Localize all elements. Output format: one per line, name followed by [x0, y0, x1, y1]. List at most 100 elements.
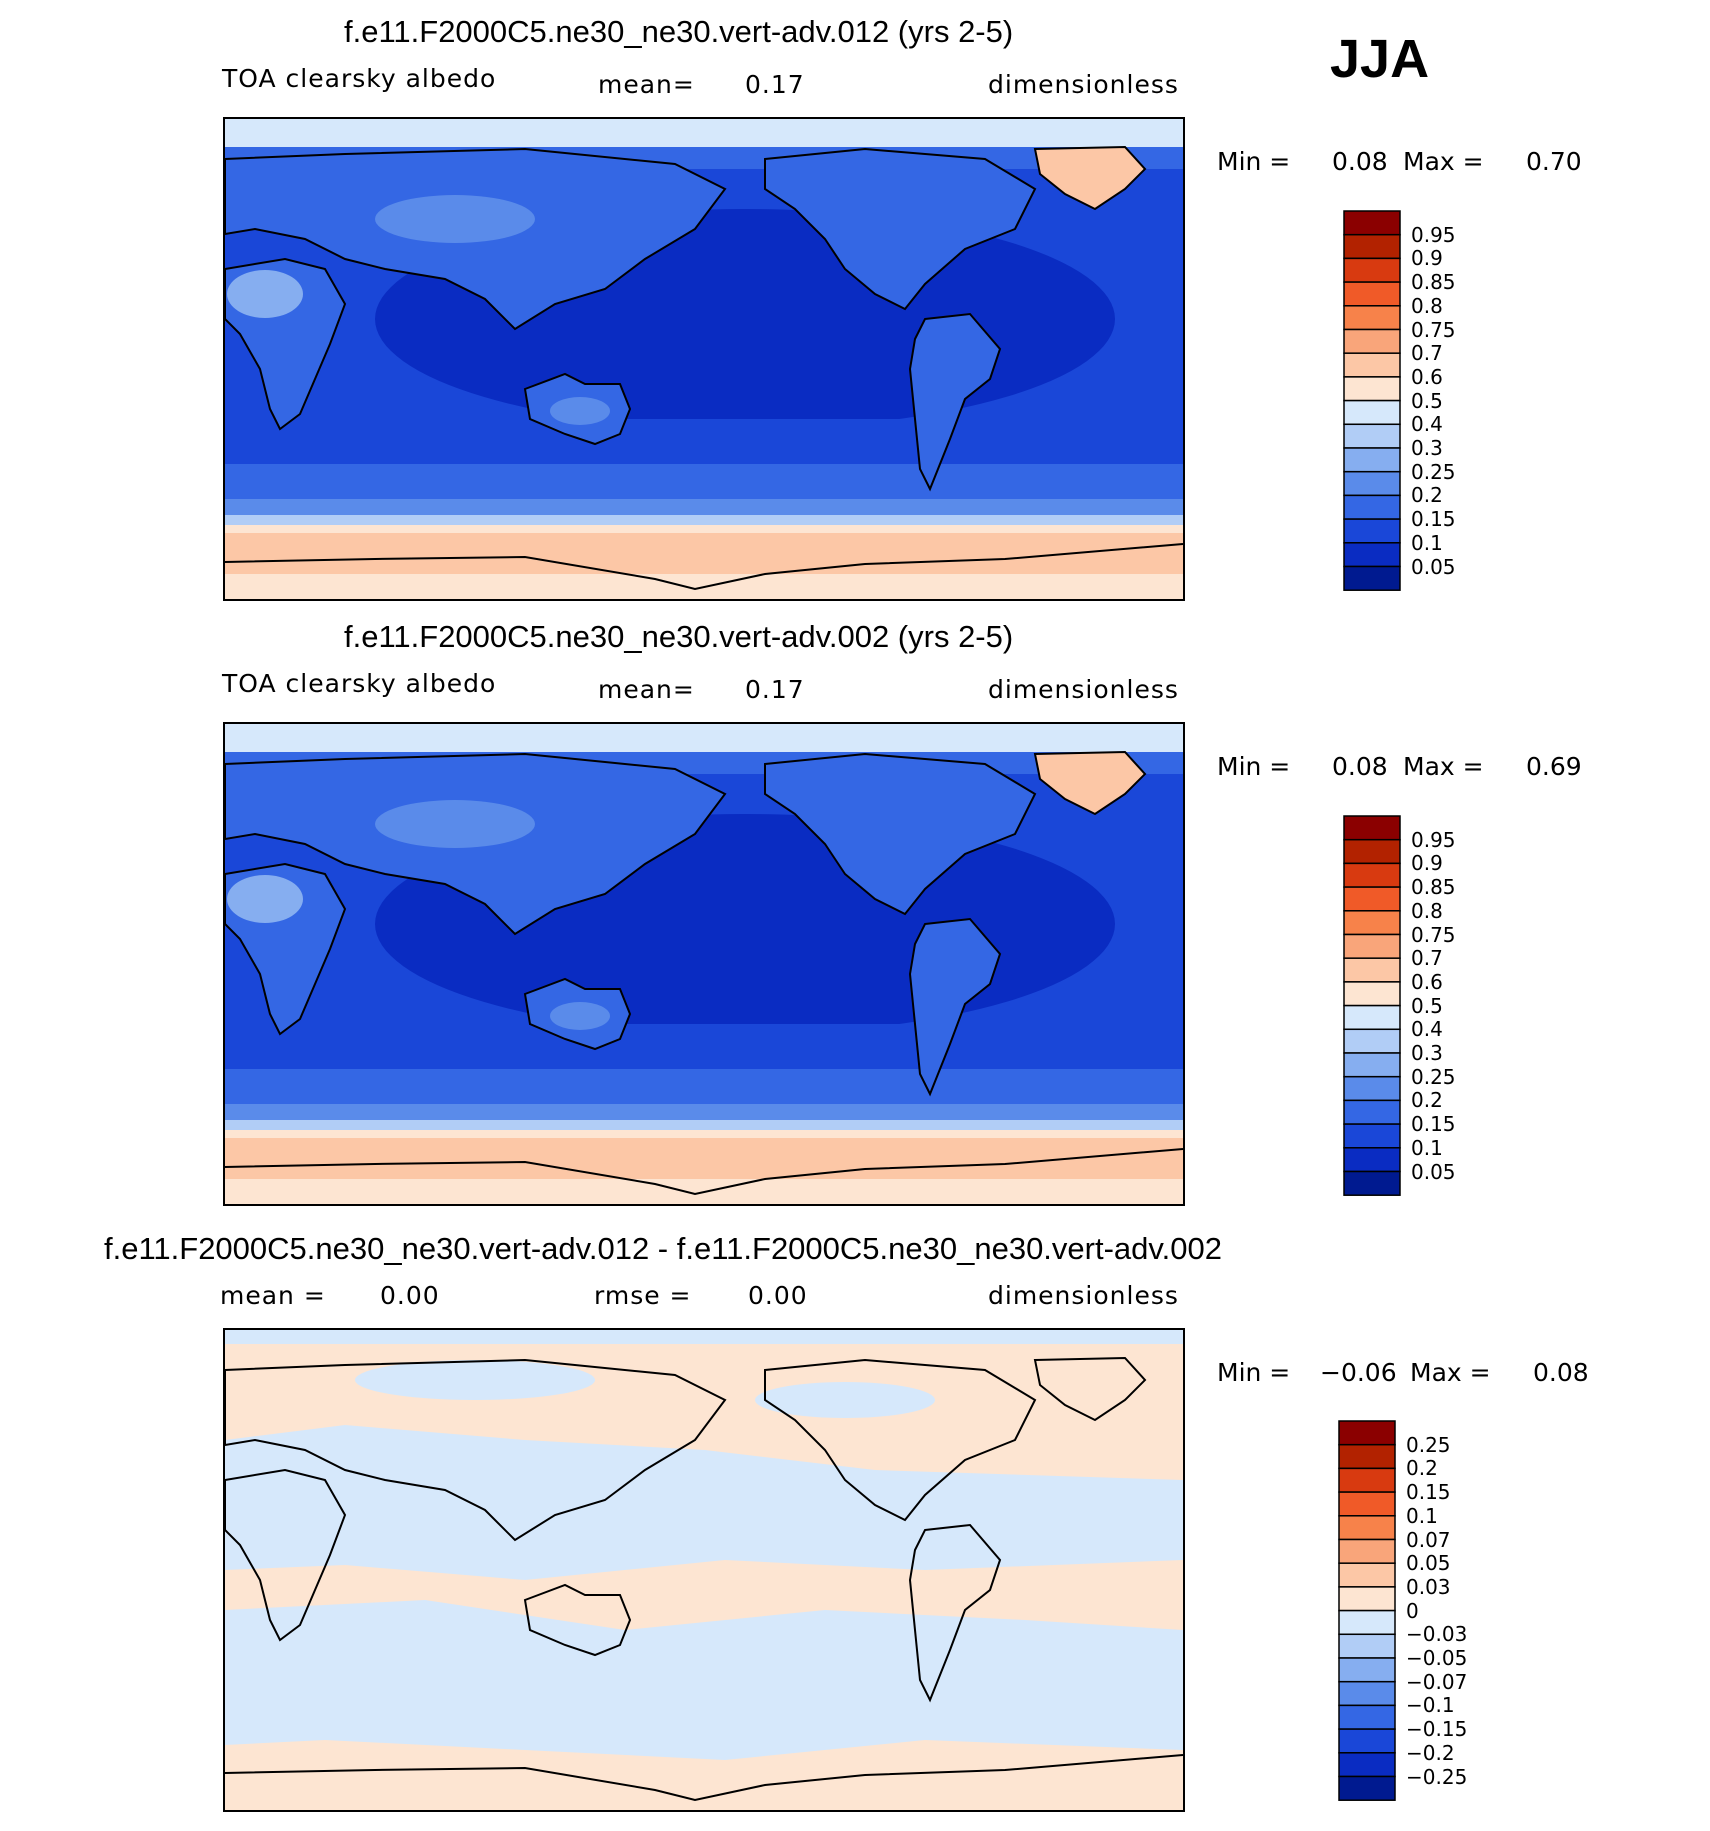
sea-ice-edge	[225, 1120, 1183, 1130]
panel-1-min-value: 0.08	[1332, 147, 1388, 176]
panel-2-map	[223, 722, 1185, 1206]
panel-3-rmse-value: 0.00	[748, 1281, 808, 1310]
colorbar-swatch	[1338, 1775, 1396, 1801]
colorbar-tick-label: 0.03	[1406, 1574, 1451, 1599]
colorbar-swatch	[1343, 470, 1401, 497]
subtropic-band-s	[225, 1024, 1183, 1069]
season-label: JJA	[1330, 29, 1430, 89]
colorbar-tick-label: 0.3	[1411, 1041, 1443, 1065]
panel-3-mean-label: mean =	[220, 1281, 326, 1310]
panel-2-title: f.e11.F2000C5.ne30_ne30.vert-adv.002 (yr…	[344, 619, 1014, 654]
panel-1-max-label: Max =	[1403, 147, 1484, 176]
colorbar-tick-label: 0.6	[1411, 364, 1443, 389]
colorbar-swatch	[1338, 1420, 1396, 1446]
antarctic-coastline	[225, 543, 1183, 591]
panel-2-mean-label: mean=	[598, 675, 695, 704]
south-america	[908, 312, 1002, 492]
colorbar-swatch	[1343, 233, 1401, 260]
colorbar-swatch	[1343, 494, 1401, 520]
colorbar-swatch	[1343, 210, 1401, 236]
greenland	[1033, 1356, 1147, 1422]
north-america	[764, 752, 1037, 916]
colorbar-tick-label: 0.1	[1406, 1503, 1438, 1528]
colorbar-swatch	[1343, 862, 1401, 888]
panel-2-units: dimensionless	[988, 675, 1179, 704]
colorbar-swatch	[1343, 352, 1401, 378]
colorbar-swatch	[1343, 957, 1401, 983]
colorbar-tick-label: −0.25	[1406, 1764, 1468, 1789]
sea-ice-edge	[225, 515, 1183, 525]
colorbar-swatch	[1343, 886, 1401, 912]
colorbar-swatch	[1343, 1028, 1401, 1054]
colorbar-swatch	[1343, 815, 1401, 841]
africa	[225, 1468, 347, 1642]
colorbar-swatch	[1338, 1491, 1396, 1517]
greenland	[1033, 145, 1147, 211]
colorbar-swatch	[1338, 1633, 1396, 1659]
colorbar-tick-label: 0.25	[1411, 1064, 1456, 1089]
colorbar-tick-label: 0.07	[1406, 1527, 1451, 1552]
colorbar-tick-label: −0.03	[1406, 1622, 1468, 1647]
colorbar-swatch	[1338, 1728, 1396, 1754]
colorbar-tick-label: 0.1	[1411, 530, 1443, 555]
panel-3-mean-value: 0.00	[380, 1281, 440, 1310]
colorbar-svg	[1338, 1420, 1396, 1801]
colorbar-tick-label: 0.05	[1411, 1159, 1456, 1184]
colorbar-swatch	[1343, 1170, 1401, 1196]
colorbar-tick-label: 0.25	[1406, 1432, 1451, 1457]
panel-1-mean-value: 0.17	[745, 70, 805, 99]
colorbar-tick-label: 0.85	[1411, 875, 1456, 900]
southern-ocean-band	[225, 464, 1183, 499]
panel-3-rmse-label: rmse =	[594, 1281, 692, 1310]
colorbar-tick-label: 0.75	[1411, 922, 1456, 947]
colorbar-tick-label: 0.7	[1411, 946, 1443, 971]
colorbar-swatch	[1343, 1075, 1401, 1102]
north-america	[764, 1358, 1037, 1522]
panel-2-map-svg	[225, 724, 1183, 1204]
colorbar-swatch	[1338, 1586, 1396, 1612]
diff-neg-patch-2	[755, 1382, 935, 1418]
colorbar-tick-label: 0.05	[1406, 1551, 1451, 1576]
colorbar-swatch	[1343, 933, 1401, 959]
colorbar-swatch	[1343, 518, 1401, 544]
colorbar-swatch	[1343, 1052, 1401, 1078]
eurasia	[225, 1358, 727, 1542]
panel-2-max-value: 0.69	[1526, 752, 1582, 781]
antarctic-coastline	[225, 1754, 1183, 1802]
colorbar-swatch	[1343, 565, 1401, 591]
colorbar-tick-label: 0.15	[1411, 1112, 1456, 1137]
australia-bright	[550, 397, 610, 425]
diff-negative-band-s	[225, 1600, 1183, 1760]
sea-ice-band	[225, 1130, 1183, 1138]
north-america	[764, 147, 1037, 311]
colorbar-swatch	[1338, 1752, 1396, 1778]
panel-3-title: f.e11.F2000C5.ne30_ne30.vert-adv.012 - f…	[104, 1231, 1222, 1266]
colorbar-swatch	[1343, 328, 1401, 354]
colorbar-tick-label: −0.2	[1406, 1740, 1455, 1765]
sahara-bright	[227, 875, 303, 923]
sea-ice-band	[225, 525, 1183, 533]
asia-bright	[375, 195, 535, 243]
colorbar-swatch	[1343, 423, 1401, 449]
colorbar-tick-label: 0.95	[1411, 222, 1456, 247]
colorbar-tick-label: 0.7	[1411, 341, 1443, 366]
colorbar-tick-label: 0.8	[1411, 898, 1443, 923]
colorbar-tick-label: −0.07	[1406, 1669, 1468, 1694]
colorbar-svg	[1343, 815, 1401, 1196]
colorbar-swatch	[1343, 376, 1401, 402]
australia-bright	[550, 1002, 610, 1030]
colorbar-tick-label: 0.4	[1411, 1017, 1443, 1042]
colorbar-tick-label: −0.05	[1406, 1646, 1468, 1670]
panel-1-max-value: 0.70	[1526, 147, 1582, 176]
colorbar-tick-label: 0.2	[1411, 1088, 1443, 1113]
colorbar-tick-label: 0.5	[1411, 388, 1443, 413]
colorbar-swatch	[1343, 981, 1401, 1007]
colorbar-swatch	[1338, 1515, 1396, 1541]
southern-band-2	[225, 1104, 1183, 1120]
colorbar-tick-label: 0.2	[1406, 1456, 1438, 1481]
colorbar-swatch	[1338, 1562, 1396, 1588]
south-america	[908, 917, 1002, 1097]
panel-3-map	[223, 1328, 1185, 1812]
southern-band-2	[225, 499, 1183, 515]
colorbar-swatch	[1343, 447, 1401, 473]
